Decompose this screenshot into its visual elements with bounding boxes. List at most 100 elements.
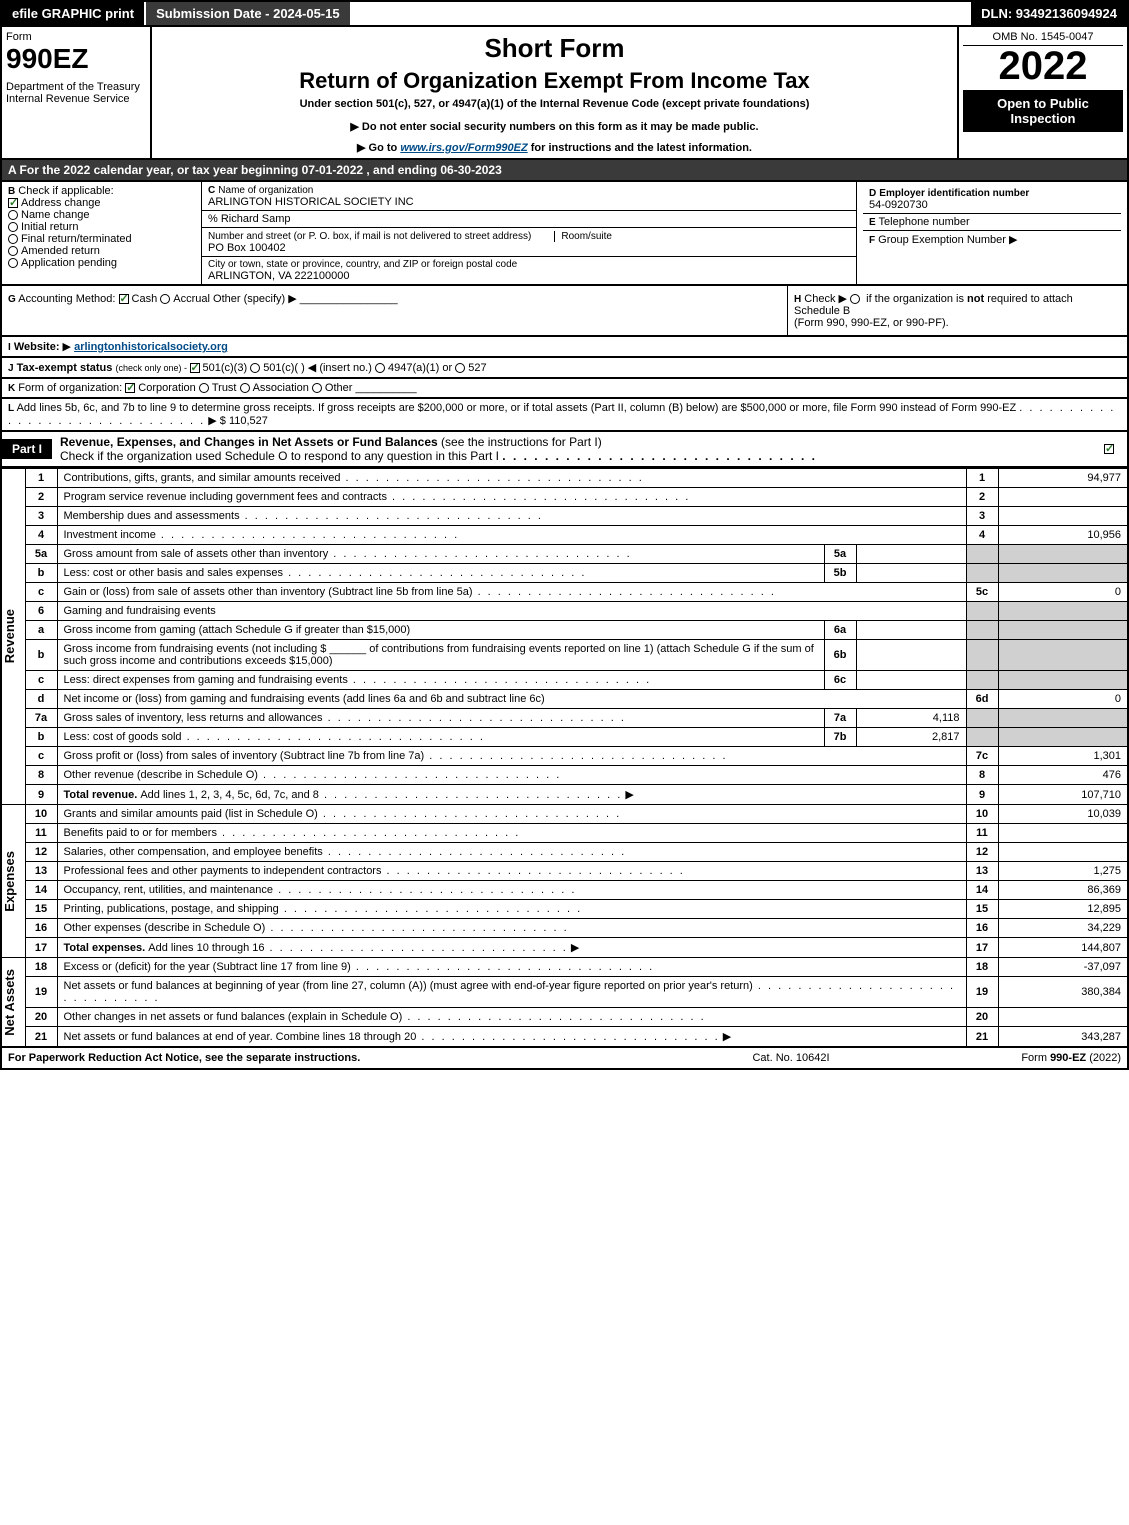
l13-dots (381, 865, 684, 877)
l5b-desc: Less: cost or other basis and sales expe… (64, 567, 284, 579)
l5b-il: 5b (824, 564, 856, 583)
l11-dots (217, 827, 520, 839)
open-to-public: Open to Public Inspection (963, 90, 1123, 132)
l10-v: 10,039 (998, 805, 1128, 824)
l4-d: Investment income (57, 526, 966, 545)
form-label: Form (6, 31, 146, 43)
l5b-n: b (25, 564, 57, 583)
l6d-r: 6d (966, 690, 998, 709)
l12-desc: Salaries, other compensation, and employ… (64, 846, 323, 858)
checkbox-cash[interactable] (119, 294, 129, 304)
l7a-dots (323, 712, 626, 724)
l2-d: Program service revenue including govern… (57, 488, 966, 507)
line-6a: aGross income from gaming (attach Schedu… (1, 621, 1128, 640)
j-o2: 501(c)( ) (263, 362, 305, 374)
line-11: 11Benefits paid to or for members11 (1, 824, 1128, 843)
l6b-rs (966, 640, 998, 671)
org-name: ARLINGTON HISTORICAL SOCIETY INC (208, 196, 414, 208)
efile-print-button[interactable]: efile GRAPHIC print (2, 2, 146, 25)
checkbox-501c[interactable] (250, 363, 260, 373)
l13-r: 13 (966, 862, 998, 881)
j-o1: 501(c)(3) (203, 362, 248, 374)
part1-header: Part I Revenue, Expenses, and Changes in… (0, 432, 1129, 468)
checkbox-schedule-o[interactable] (1104, 444, 1114, 454)
checkbox-501c3[interactable] (190, 363, 200, 373)
l17-n: 17 (25, 938, 57, 958)
checkbox-address-change[interactable] (8, 198, 18, 208)
l1-desc-text: Contributions, gifts, grants, and simila… (64, 472, 341, 484)
header-right: OMB No. 1545-0047 2022 Open to Public In… (957, 27, 1127, 158)
l7c-n: c (25, 747, 57, 766)
top-bar: efile GRAPHIC print Submission Date - 20… (0, 0, 1129, 27)
l16-desc: Other expenses (describe in Schedule O) (64, 922, 266, 934)
l7b-d: Less: cost of goods sold (57, 728, 824, 747)
line-17: 17Total expenses. Add lines 10 through 1… (1, 938, 1128, 958)
l12-r: 12 (966, 843, 998, 862)
irs-link[interactable]: www.irs.gov/Form990EZ (400, 142, 527, 154)
l6a-vs (998, 621, 1128, 640)
l13-v: 1,275 (998, 862, 1128, 881)
c-pct-cell: % Richard Samp (202, 211, 856, 228)
j-label: J (8, 363, 14, 374)
line-15: 15Printing, publications, postage, and s… (1, 900, 1128, 919)
l7b-desc: Less: cost of goods sold (64, 731, 182, 743)
checkbox-initial-return[interactable] (8, 222, 18, 232)
main-title: Return of Organization Exempt From Incom… (160, 68, 949, 94)
l9-v: 107,710 (998, 785, 1128, 805)
l-text: Add lines 5b, 6c, and 7b to line 9 to de… (17, 402, 1017, 414)
checkbox-amended[interactable] (8, 246, 18, 256)
l7a-n: 7a (25, 709, 57, 728)
website-link[interactable]: arlingtonhistoricalsociety.org (74, 341, 228, 353)
checkbox-4947[interactable] (375, 363, 385, 373)
j-o4: 527 (468, 362, 486, 374)
l10-n: 10 (25, 805, 57, 824)
l21-n: 21 (25, 1027, 57, 1048)
checkbox-pending[interactable] (8, 258, 18, 268)
checkbox-527[interactable] (455, 363, 465, 373)
box-h: H Check ▶ if the organization is not req… (787, 286, 1127, 335)
l15-r: 15 (966, 900, 998, 919)
checkbox-final-return[interactable] (8, 234, 18, 244)
f-text: Group Exemption Number (878, 234, 1006, 246)
l2-r: 2 (966, 488, 998, 507)
l7a-vs (998, 709, 1128, 728)
l14-v: 86,369 (998, 881, 1128, 900)
l12-n: 12 (25, 843, 57, 862)
line-21: 21Net assets or fund balances at end of … (1, 1027, 1128, 1048)
l5a-il: 5a (824, 545, 856, 564)
c-city-cell: City or town, state or province, country… (202, 257, 856, 284)
checkbox-assoc[interactable] (240, 383, 250, 393)
l21-d: Net assets or fund balances at end of ye… (57, 1027, 966, 1048)
checkbox-trust[interactable] (199, 383, 209, 393)
l18-desc: Excess or (deficit) for the year (Subtra… (64, 961, 351, 973)
l5a-iv (856, 545, 966, 564)
line-7c: cGross profit or (loss) from sales of in… (1, 747, 1128, 766)
page-footer: For Paperwork Reduction Act Notice, see … (0, 1048, 1129, 1070)
g-label: G (8, 294, 16, 305)
checkbox-corp[interactable] (125, 383, 135, 393)
l6-d: Gaming and fundraising events (57, 602, 966, 621)
j-sub: (check only one) - (115, 363, 189, 373)
k-o3: Association (253, 382, 309, 394)
l20-dots (402, 1011, 705, 1023)
do-not-enter: Do not enter social security numbers on … (160, 120, 949, 133)
line-6d: dNet income or (loss) from gaming and fu… (1, 690, 1128, 709)
l5a-n: 5a (25, 545, 57, 564)
j-o3: 4947(a)(1) or (388, 362, 452, 374)
l4-r: 4 (966, 526, 998, 545)
l14-desc: Occupancy, rent, utilities, and maintena… (64, 884, 274, 896)
short-form-title: Short Form (160, 33, 949, 64)
e-text: Telephone number (879, 216, 970, 228)
checkbox-other[interactable] (312, 383, 322, 393)
line-6c: cLess: direct expenses from gaming and f… (1, 671, 1128, 690)
line-6: 6Gaming and fundraising events (1, 602, 1128, 621)
checkbox-name-change[interactable] (8, 210, 18, 220)
checkbox-h[interactable] (850, 294, 860, 304)
k-label: K (8, 383, 15, 394)
l15-dots (279, 903, 582, 915)
checkbox-accrual[interactable] (160, 294, 170, 304)
l-value: $ 110,527 (220, 415, 268, 427)
l3-dots (240, 510, 543, 522)
l5c-n: c (25, 583, 57, 602)
l18-n: 18 (25, 958, 57, 977)
